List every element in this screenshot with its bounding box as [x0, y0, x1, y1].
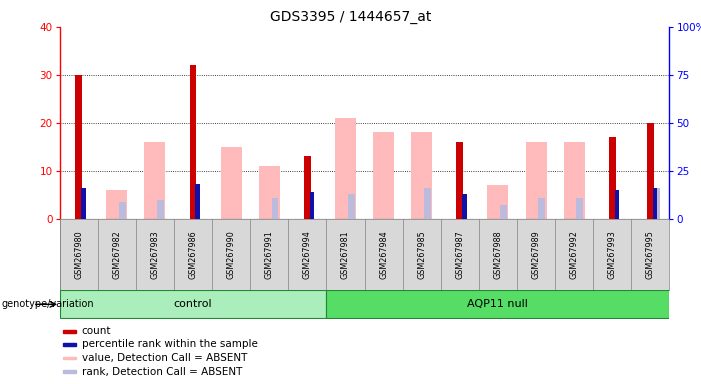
- Text: GSM267986: GSM267986: [189, 230, 198, 279]
- Text: genotype/variation: genotype/variation: [1, 299, 94, 310]
- Bar: [304, 157, 311, 219]
- FancyBboxPatch shape: [60, 291, 327, 318]
- Text: GSM267981: GSM267981: [341, 230, 350, 279]
- Text: GDS3395 / 1444657_at: GDS3395 / 1444657_at: [270, 10, 431, 23]
- FancyBboxPatch shape: [327, 291, 669, 318]
- Bar: [144, 142, 165, 219]
- Bar: [411, 132, 433, 219]
- Bar: [81, 188, 86, 219]
- Bar: [653, 188, 660, 219]
- Text: GSM267987: GSM267987: [456, 230, 464, 279]
- Text: GSM267980: GSM267980: [74, 230, 83, 279]
- Bar: [271, 198, 278, 219]
- Bar: [538, 198, 545, 219]
- Bar: [75, 75, 82, 219]
- Bar: [564, 142, 585, 219]
- Text: GSM267982: GSM267982: [112, 230, 121, 279]
- Bar: [310, 192, 314, 219]
- Bar: [456, 142, 463, 219]
- Bar: [348, 194, 355, 219]
- Bar: [487, 185, 508, 219]
- Bar: [424, 188, 431, 219]
- Bar: [373, 132, 394, 219]
- Text: GSM267990: GSM267990: [226, 230, 236, 279]
- Bar: [189, 65, 196, 219]
- Bar: [335, 118, 356, 219]
- Bar: [196, 184, 200, 219]
- Text: GSM267995: GSM267995: [646, 230, 655, 279]
- Bar: [119, 202, 126, 219]
- Text: AQP11 null: AQP11 null: [468, 299, 529, 310]
- Bar: [63, 357, 76, 359]
- Text: control: control: [174, 299, 212, 310]
- Bar: [526, 142, 547, 219]
- Bar: [615, 190, 619, 219]
- Text: value, Detection Call = ABSENT: value, Detection Call = ABSENT: [81, 353, 247, 363]
- Bar: [107, 190, 128, 219]
- Bar: [653, 188, 658, 219]
- Text: GSM267994: GSM267994: [303, 230, 312, 279]
- Text: GSM267983: GSM267983: [151, 230, 159, 279]
- Text: GSM267984: GSM267984: [379, 230, 388, 279]
- Bar: [221, 147, 242, 219]
- Text: GSM267985: GSM267985: [417, 230, 426, 279]
- Text: rank, Detection Call = ABSENT: rank, Detection Call = ABSENT: [81, 367, 242, 377]
- Bar: [462, 194, 467, 219]
- Bar: [259, 166, 280, 219]
- Text: GSM267988: GSM267988: [494, 230, 503, 279]
- Bar: [157, 200, 164, 219]
- Text: GSM267993: GSM267993: [608, 230, 617, 279]
- Bar: [63, 370, 76, 373]
- Text: GSM267989: GSM267989: [531, 230, 540, 279]
- Text: GSM267992: GSM267992: [570, 230, 578, 279]
- Bar: [647, 123, 654, 219]
- Bar: [609, 137, 615, 219]
- Bar: [576, 198, 583, 219]
- Bar: [63, 330, 76, 333]
- Bar: [501, 205, 507, 219]
- Text: GSM267991: GSM267991: [265, 230, 273, 279]
- Text: count: count: [81, 326, 111, 336]
- Text: percentile rank within the sample: percentile rank within the sample: [81, 339, 257, 349]
- Bar: [63, 343, 76, 346]
